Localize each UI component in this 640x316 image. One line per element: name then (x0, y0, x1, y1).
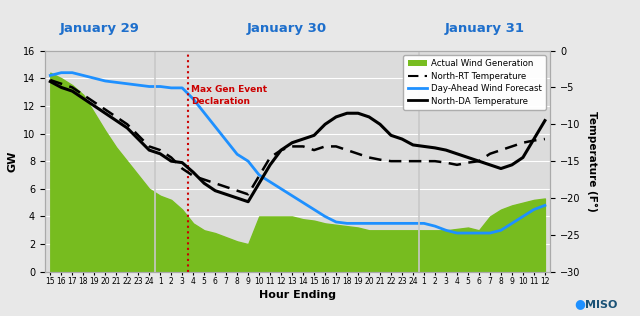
X-axis label: Hour Ending: Hour Ending (259, 290, 336, 301)
Y-axis label: GW: GW (7, 150, 17, 172)
Legend: Actual Wind Generation, North-RT Temperature, Day-Ahead Wind Forecast, North-DA : Actual Wind Generation, North-RT Tempera… (403, 55, 546, 110)
Text: January 29: January 29 (60, 22, 140, 35)
Text: January 31: January 31 (444, 22, 524, 35)
Text: MISO: MISO (585, 300, 618, 310)
Text: Max Gen Event
Declaration: Max Gen Event Declaration (191, 85, 267, 106)
Text: ●: ● (575, 297, 586, 310)
Y-axis label: Temperature (F°): Temperature (F°) (588, 111, 597, 211)
Text: January 30: January 30 (246, 22, 326, 35)
